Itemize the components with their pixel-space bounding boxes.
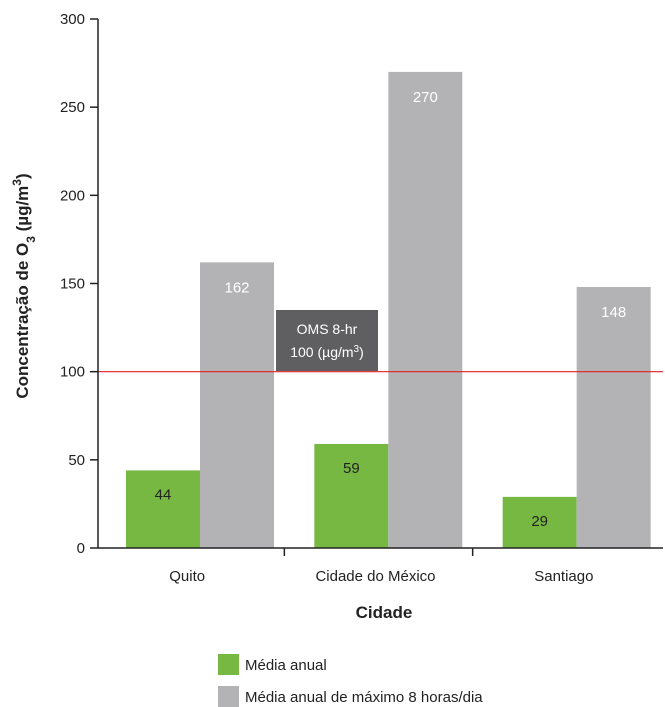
reference-label-line1: OMS 8-hr — [297, 321, 358, 337]
axes-layer: Quito Cidade do México Santiago 0 50 100 150 20… — [60, 11, 663, 585]
reference-label-line2: 100 (µg/m3) — [290, 344, 364, 361]
x-tick-label: Quito — [169, 568, 205, 585]
bar-annual-2 — [502, 496, 577, 548]
bar-annual-1 — [314, 443, 389, 548]
bar-max8h-1 — [388, 71, 463, 549]
y-tick-label: 150 — [60, 276, 85, 293]
legend: Média anual Média anual de máximo 8 horas… — [218, 654, 483, 707]
y-tick-label: 100 — [60, 364, 85, 381]
y-axis-title: Concentração de O3 (µg/m3) — [10, 173, 38, 398]
y-tick-label: 200 — [60, 187, 85, 204]
bar-max8h-0 — [200, 262, 274, 548]
y-tick-label: 50 — [68, 452, 85, 469]
bar-value-label: 29 — [531, 513, 548, 530]
legend-swatch — [218, 654, 239, 675]
bar-annual-0 — [126, 470, 200, 548]
bar-value-label: 162 — [224, 279, 249, 296]
y-tick-label: 0 — [77, 540, 85, 557]
bar-value-label: 270 — [413, 89, 438, 106]
bar-value-label: 59 — [343, 460, 360, 477]
y-tick-label: 250 — [60, 99, 85, 116]
reference-label-box — [276, 310, 378, 371]
legend-label: Média anual de máximo 8 horas/dia — [245, 689, 483, 706]
legend-label: Média anual — [245, 657, 327, 674]
x-tick-label: Cidade do México — [315, 568, 435, 585]
bars-layer: 44 162 59 270 29 148 — [126, 71, 651, 549]
bar-value-label: 148 — [601, 304, 626, 321]
legend-swatch — [218, 686, 239, 707]
y-tick-label: 300 — [60, 11, 85, 28]
bar-value-label: 44 — [155, 486, 172, 503]
x-tick-label: Santiago — [534, 568, 593, 585]
reference-label: OMS 8-hr 100 (µg/m3) — [276, 310, 378, 371]
bar-max8h-2 — [576, 287, 651, 548]
x-axis-title: Cidade — [356, 603, 413, 622]
